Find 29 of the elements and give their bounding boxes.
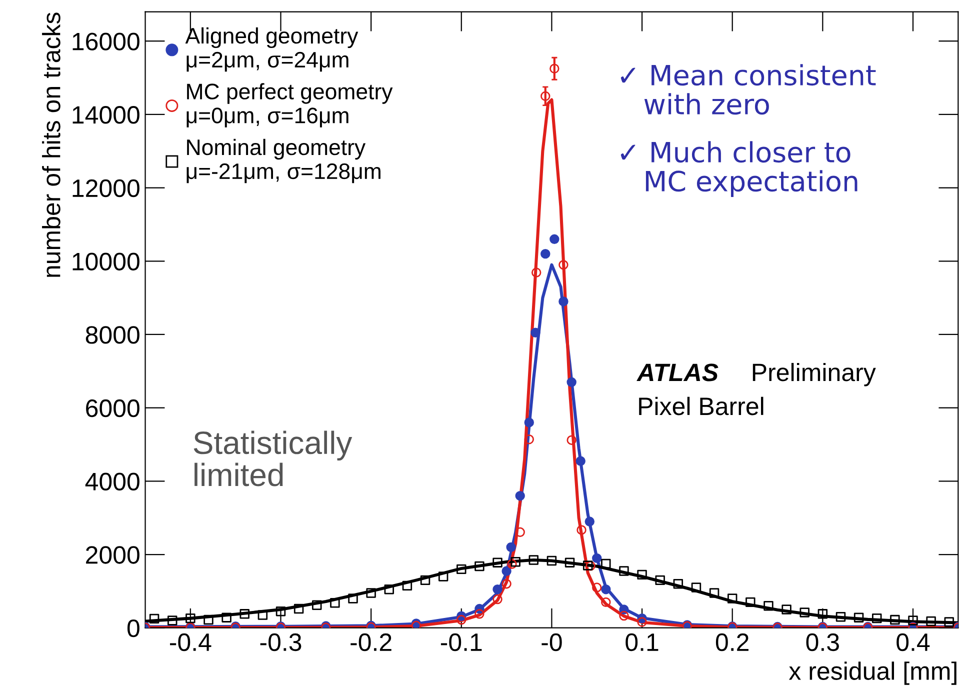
x-tick-label: 0.3	[806, 633, 839, 652]
x-tick-label: -0	[542, 633, 562, 652]
y-tick-label: 0	[127, 619, 140, 638]
y-tick-label: 8000	[86, 326, 140, 344]
x-tick-label: -0.3	[260, 633, 302, 652]
y-tick-label: 14000	[72, 106, 140, 124]
annotation: Preliminary	[752, 362, 876, 386]
annotation: Statistically limited	[194, 430, 352, 486]
x-tick-label: 0.1	[626, 633, 658, 652]
x-tick-label: -0.1	[440, 633, 482, 652]
y-tick-label: 10000	[72, 252, 140, 270]
legend-label: MC perfect geometry μ=0μm, σ=16μm	[186, 83, 393, 128]
x-tick-label: -0.2	[350, 633, 392, 652]
x-tick-label: -0.4	[170, 633, 212, 652]
annotation: ✓ Mean consistent with zero	[620, 64, 876, 115]
x-tick-label: 0.4	[896, 633, 930, 652]
annotation: ATLAS	[636, 364, 718, 382]
x-tick-label: 0.2	[716, 633, 748, 652]
legend-label: Aligned geometry μ=2μm, σ=24μm	[185, 27, 358, 72]
annotation: ✓ Much closer to MC expectation	[620, 141, 858, 198]
y-tick-label: 12000	[72, 179, 140, 198]
y-tick-label: 2000	[86, 546, 140, 564]
y-tick-label: 4000	[85, 472, 140, 490]
y-tick-label: 16000	[72, 32, 140, 50]
annotation: Pixel Barrel	[639, 396, 764, 416]
legend-label: Nominal geometry μ=-21μm, σ=128μm	[186, 138, 380, 184]
y-tick-label: 6000	[86, 399, 140, 418]
y-axis-title: number of hits on tracks	[42, 12, 60, 277]
x-axis-title: x residual [mm]	[788, 662, 956, 685]
